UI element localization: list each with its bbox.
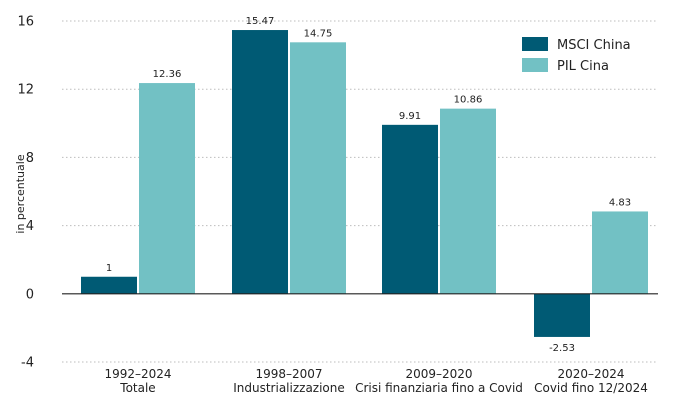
category-period-label: 2009–2020 xyxy=(405,367,472,381)
grid-lines xyxy=(62,20,658,363)
category-name-label: Totale xyxy=(119,381,155,395)
data-label: 15.47 xyxy=(246,16,275,27)
legend-label: MSCI China xyxy=(557,38,631,53)
data-label: 1 xyxy=(106,263,112,274)
data-label: 4.83 xyxy=(609,197,631,208)
data-label: 10.86 xyxy=(454,95,483,106)
y-tick-label: 12 xyxy=(17,83,34,98)
legend: MSCI China PIL Cina xyxy=(522,37,631,74)
legend-label: PIL Cina xyxy=(557,59,609,74)
category-name-label: Industrializzazione xyxy=(233,381,345,395)
y-axis-title: in percentuale xyxy=(14,154,27,233)
data-label: 14.75 xyxy=(304,28,333,39)
y-tick-label: 16 xyxy=(17,15,34,30)
data-label: 12.36 xyxy=(153,69,182,80)
bar-msci-china xyxy=(382,124,438,294)
bar-msci-china xyxy=(232,30,288,294)
category-name-label: Crisi finanziaria fino a Covid xyxy=(355,381,523,395)
category-name-label: Covid fino 12/2024 xyxy=(534,381,648,395)
bar-pil-cina xyxy=(290,42,346,294)
y-tick-label: 8 xyxy=(26,151,34,166)
bar-pil-cina xyxy=(592,211,648,294)
category-period-label: 1998–2007 xyxy=(255,367,322,381)
y-tick-label: 4 xyxy=(26,219,34,234)
bar-msci-china xyxy=(81,276,137,294)
data-label: 9.91 xyxy=(399,111,421,122)
category-period-label: 2020–2024 xyxy=(557,367,624,381)
legend-swatch xyxy=(522,58,548,72)
y-tick-label: 0 xyxy=(26,287,34,302)
legend-swatch xyxy=(522,37,548,51)
y-tick-labels: -4 0 4 8 12 16 xyxy=(17,15,34,371)
data-labels: 1 15.47 9.91 -2.53 12.36 14.75 10.86 4.83 xyxy=(106,16,631,354)
bar-pil-cina xyxy=(440,108,496,294)
bars xyxy=(81,30,648,337)
data-label: -2.53 xyxy=(549,343,575,354)
category-period-label: 1992–2024 xyxy=(104,367,171,381)
bar-msci-china xyxy=(534,293,590,337)
y-tick-label: -4 xyxy=(21,356,34,371)
bar-pil-cina xyxy=(139,83,195,294)
